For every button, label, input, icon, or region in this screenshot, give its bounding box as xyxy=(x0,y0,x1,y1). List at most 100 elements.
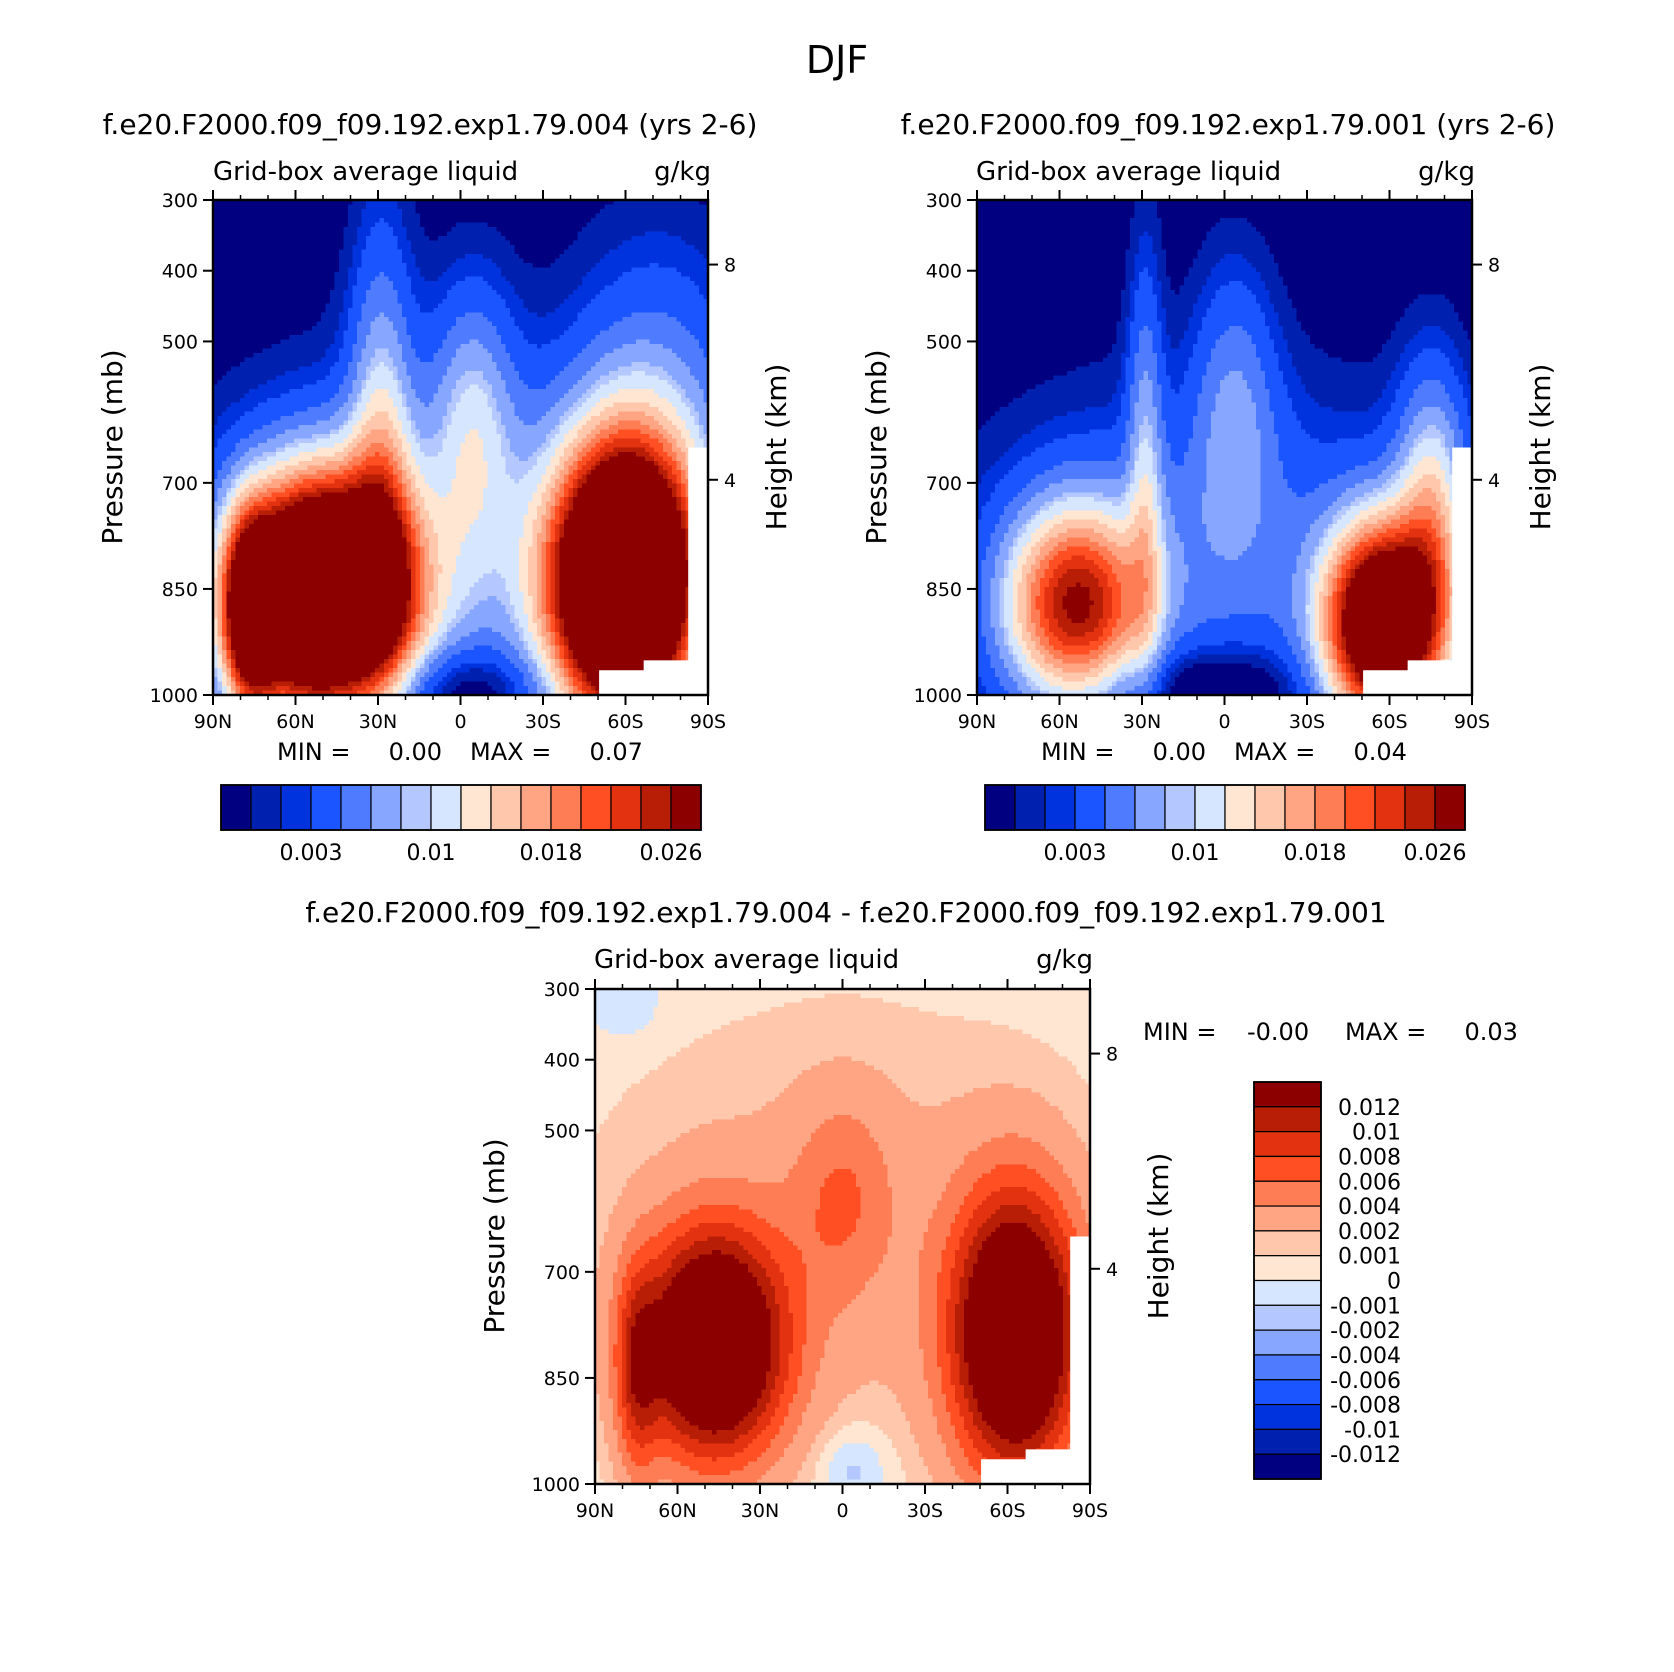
colorbar-swatch xyxy=(520,784,552,831)
missing-data-region xyxy=(1070,1236,1090,1484)
x-tick-label: 90S xyxy=(1072,1500,1108,1522)
colorbar-swatch xyxy=(1253,1304,1322,1331)
y-tick-label: 500 xyxy=(926,331,962,353)
colorbar-label: 0.003 xyxy=(1044,841,1107,866)
panel-3: f.e20.F2000.f09_f09.192.exp1.79.004 - f.… xyxy=(305,896,1518,1522)
panel-2: f.e20.F2000.f09_f09.192.exp1.79.001 (yrs… xyxy=(860,108,1557,866)
colorbar-swatch xyxy=(1253,1180,1322,1207)
y-tick-label: 1000 xyxy=(150,685,198,707)
panel-1-left-label: Grid-box average liquid xyxy=(213,157,518,187)
colorbar-swatch xyxy=(1374,784,1406,831)
y-tick-label: 500 xyxy=(544,1120,580,1142)
y2-tick-label: 8 xyxy=(1488,255,1500,277)
colorbar-swatch xyxy=(1253,1403,1322,1430)
x-tick-label: 30S xyxy=(1289,711,1325,733)
colorbar-swatch xyxy=(340,784,372,831)
panel-2-min-text: MIN = 0.00 xyxy=(1041,738,1206,766)
colorbar-label: 0 xyxy=(1387,1270,1401,1295)
x-tick-label: 90N xyxy=(194,711,232,733)
colorbar-label: 0.01 xyxy=(407,841,456,866)
y2-tick-label: 4 xyxy=(724,470,736,492)
panel-2-max-text: MAX = 0.04 xyxy=(1234,738,1407,766)
panel-1-max-text: MAX = 0.07 xyxy=(470,738,643,766)
y2-tick-label: 8 xyxy=(724,255,736,277)
colorbar-frame xyxy=(984,784,1466,831)
colorbar-swatch xyxy=(1014,784,1046,831)
y-tick-label: 400 xyxy=(926,261,962,283)
x-tick-label: 90N xyxy=(958,711,996,733)
colorbar-swatch xyxy=(220,784,252,831)
y-tick-label: 700 xyxy=(926,473,962,495)
colorbar-label: 0.001 xyxy=(1338,1245,1401,1270)
panel-3-title: f.e20.F2000.f09_f09.192.exp1.79.004 - f.… xyxy=(305,896,1386,929)
x-tick-label: 90N xyxy=(576,1500,614,1522)
colorbar-label: 0.006 xyxy=(1338,1170,1401,1195)
panel-1-title: f.e20.F2000.f09_f09.192.exp1.79.004 (yrs… xyxy=(103,108,758,141)
colorbar-swatch xyxy=(1194,784,1226,831)
colorbar-swatch xyxy=(430,784,462,831)
y-tick-label: 500 xyxy=(162,331,198,353)
panel-2-contour-field xyxy=(977,200,1472,695)
colorbar-swatch xyxy=(670,784,702,831)
colorbar-swatch xyxy=(370,784,402,831)
panel-2-left-label: Grid-box average liquid xyxy=(976,157,1281,187)
colorbar-swatch xyxy=(1344,784,1376,831)
panel-1-ylabel: Pressure (mb) xyxy=(96,349,129,544)
y-tick-label: 850 xyxy=(544,1368,580,1390)
y-tick-label: 850 xyxy=(926,579,962,601)
colorbar-swatch xyxy=(1253,1081,1322,1108)
x-tick-label: 0 xyxy=(454,711,466,733)
x-tick-label: 60N xyxy=(1040,711,1078,733)
colorbar-label: 0.026 xyxy=(640,841,703,866)
panel-1-contour-field xyxy=(213,200,708,695)
x-tick-label: 60S xyxy=(1371,711,1407,733)
panel-1-plot-area: 90N 60N 30N 0 30S 60S 90S 300 400 500 700 850 1000 8 4 xyxy=(150,190,736,733)
colorbar-swatch xyxy=(610,784,642,831)
x-tick-label: 30N xyxy=(359,711,397,733)
y-tick-label: 850 xyxy=(162,579,198,601)
colorbar-swatch xyxy=(1253,1155,1322,1182)
x-tick-label: 60S xyxy=(989,1500,1025,1522)
colorbar-swatch xyxy=(580,784,612,831)
y-tick-label: 300 xyxy=(162,190,198,212)
panel-3-right-label: g/kg xyxy=(1036,945,1093,975)
y-tick-label: 1000 xyxy=(914,685,962,707)
x-tick-label: 90S xyxy=(1454,711,1490,733)
colorbar-swatch xyxy=(1253,1354,1322,1381)
y2-tick-label: 4 xyxy=(1488,470,1500,492)
colorbar-swatch xyxy=(1253,1428,1322,1455)
panel-2-ylabel: Pressure (mb) xyxy=(860,349,893,544)
colorbar-swatch xyxy=(1044,784,1076,831)
x-tick-label: 0 xyxy=(1218,711,1230,733)
colorbar-swatch xyxy=(640,784,672,831)
colorbar-swatch xyxy=(1434,784,1466,831)
colorbar-swatch xyxy=(1253,1279,1322,1306)
colorbar-swatch xyxy=(1254,784,1286,831)
colorbar-swatch xyxy=(1224,784,1256,831)
colorbar-label: -0.008 xyxy=(1330,1394,1401,1419)
panel-2-title: f.e20.F2000.f09_f09.192.exp1.79.001 (yrs… xyxy=(901,108,1556,141)
colorbar-swatch xyxy=(1253,1379,1322,1406)
y2-tick-label: 8 xyxy=(1106,1044,1118,1066)
colorbar-label: 0.012 xyxy=(1338,1096,1401,1121)
colorbar-swatch xyxy=(984,784,1016,831)
colorbar-label: -0.01 xyxy=(1344,1418,1401,1443)
panel-2-right-label: g/kg xyxy=(1418,157,1475,187)
x-tick-label: 30S xyxy=(525,711,561,733)
x-tick-label: 60S xyxy=(607,711,643,733)
colorbar-swatch xyxy=(1253,1453,1322,1480)
panel-1: f.e20.F2000.f09_f09.192.exp1.79.004 (yrs… xyxy=(96,108,793,866)
colorbar-label: -0.004 xyxy=(1330,1344,1401,1369)
colorbar-swatch xyxy=(460,784,492,831)
colorbar-swatch xyxy=(1253,1255,1322,1282)
panel-3-plot-area: 90N 60N 30N 0 30S 60S 90S 300 400 500 700 850 1000 8 4 xyxy=(532,979,1118,1522)
x-tick-label: 30N xyxy=(741,1500,779,1522)
panel-3-ylabel: Pressure (mb) xyxy=(478,1138,511,1333)
panel-1-min-text: MIN = 0.00 xyxy=(277,738,442,766)
colorbar-frame xyxy=(220,784,702,831)
colorbar-label: 0.008 xyxy=(1338,1145,1401,1170)
y-tick-label: 400 xyxy=(544,1050,580,1072)
colorbar-swatch xyxy=(1314,784,1346,831)
panel-1-right-label: g/kg xyxy=(654,157,711,187)
